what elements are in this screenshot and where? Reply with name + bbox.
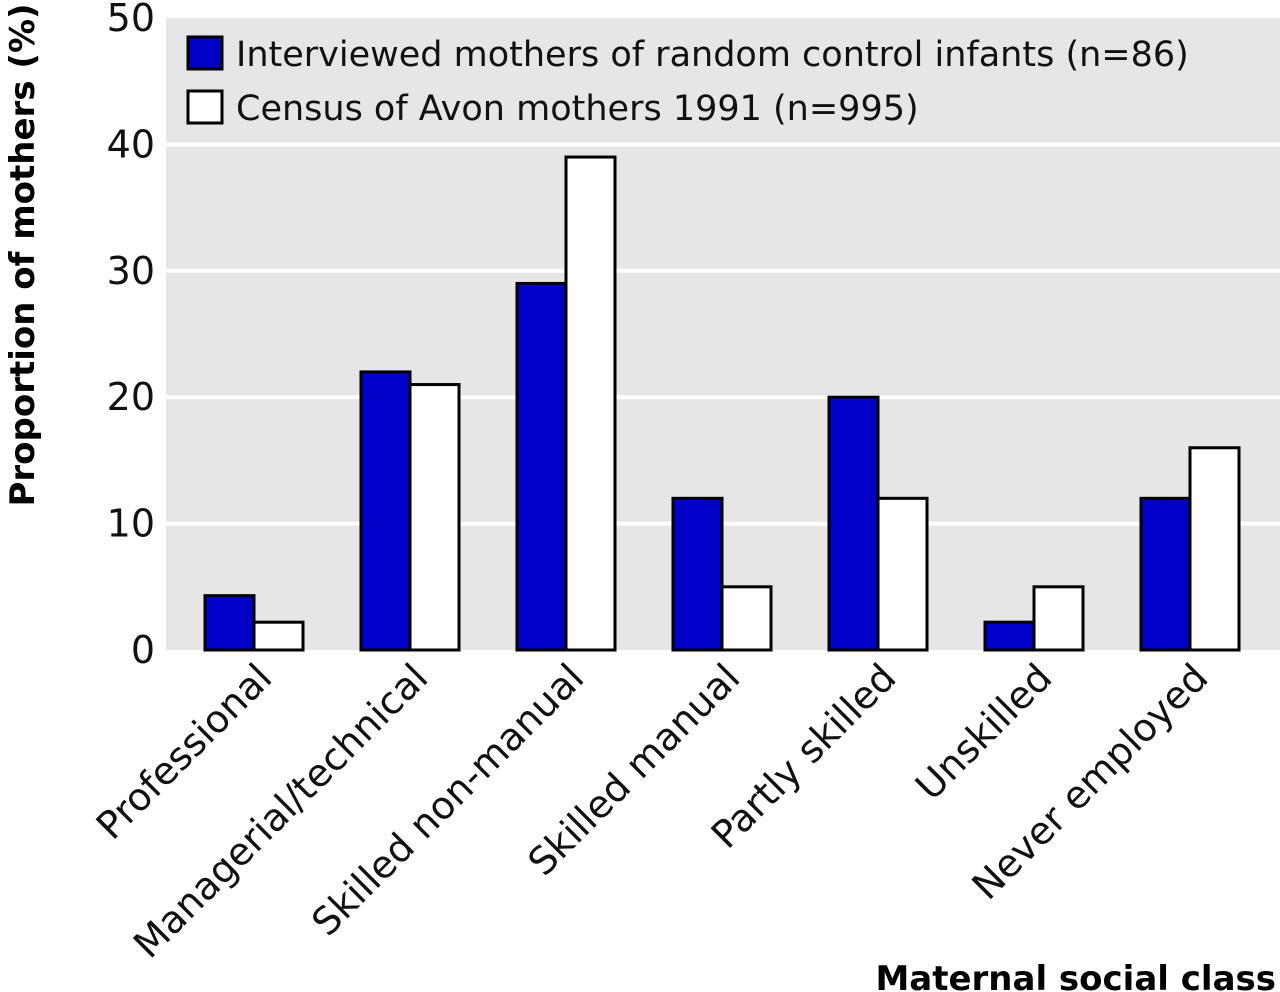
x-axis-title: Maternal social class <box>875 959 1276 992</box>
legend-label-series-2: Census of Avon mothers 1991 (n=995) <box>236 89 919 129</box>
bar-series-1-skilled-manual <box>671 496 724 652</box>
y-tick-label: 30 <box>107 249 155 293</box>
bar-series-2-skilled-non-manual <box>564 155 617 652</box>
bar-series-1-partly-skilled <box>827 395 880 652</box>
bar-series-1-professional <box>203 594 256 652</box>
legend: Interviewed mothers of random control in… <box>186 35 1189 129</box>
legend-swatch-series-1 <box>186 35 224 71</box>
x-category-label: Skilled non-manual <box>303 655 592 944</box>
bar-series-1-skilled-non-manual <box>515 281 568 652</box>
bar-series-2-never-employed <box>1188 446 1241 652</box>
bar-series-2-managerial-technical <box>408 383 461 652</box>
x-category-label: Managerial/technical <box>125 655 436 966</box>
legend-label-series-1: Interviewed mothers of random control in… <box>236 35 1189 75</box>
bar-series-2-unskilled <box>1032 585 1085 652</box>
x-category-label: Unskilled <box>907 655 1060 808</box>
y-tick-label: 20 <box>107 375 155 419</box>
bar-series-1-unskilled <box>983 620 1036 652</box>
y-tick-label: 40 <box>107 122 155 166</box>
y-tick-label: 0 <box>131 628 155 672</box>
bar-series-2-professional <box>252 620 305 652</box>
bar-series-2-partly-skilled <box>876 496 929 652</box>
category-labels: ProfessionalManagerial/technicalSkilled … <box>88 655 1217 966</box>
legend-swatch-series-2 <box>186 89 224 125</box>
y-tick-labels: 0 10 20 30 40 50 <box>107 0 155 672</box>
bar-series-1-never-employed <box>1139 496 1192 652</box>
bar-series-2-skilled-manual <box>720 585 773 652</box>
bar-series-1-managerial-technical <box>359 370 412 652</box>
y-tick-label: 50 <box>107 0 155 40</box>
bars <box>203 155 1241 652</box>
y-axis-title: Proportion of mothers (%) <box>3 3 43 506</box>
gridlines <box>166 142 1280 526</box>
y-tick-label: 10 <box>107 502 155 546</box>
